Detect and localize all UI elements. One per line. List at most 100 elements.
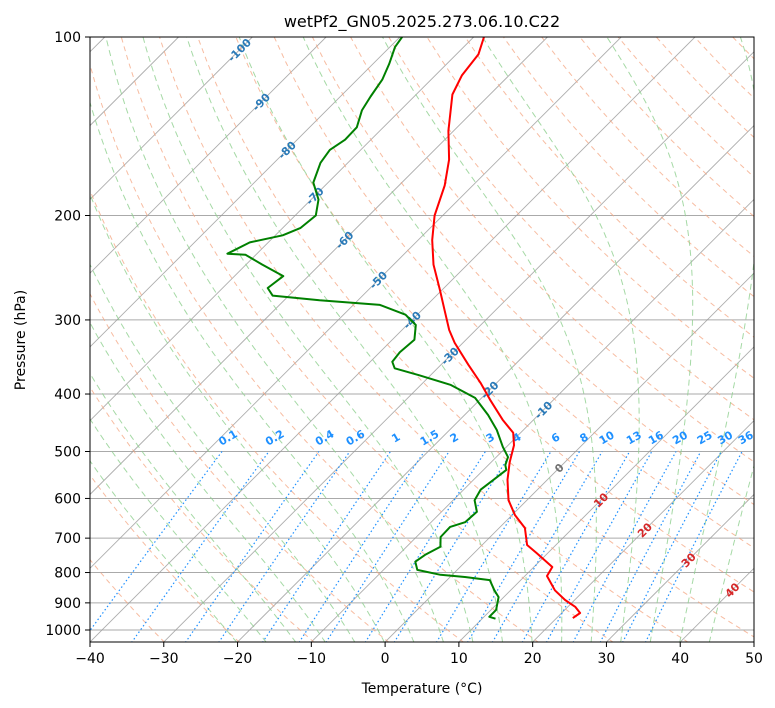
dry-adiabat-line bbox=[90, 189, 465, 642]
moist-adiabat-line bbox=[105, 37, 444, 642]
isotherm-line bbox=[384, 272, 754, 642]
moist-adiabat-line bbox=[90, 418, 267, 642]
isotherm-label: -10 bbox=[532, 398, 555, 421]
mixing-ratio-line bbox=[218, 451, 351, 642]
dry-adiabat-line bbox=[90, 292, 390, 642]
isotherm-line bbox=[163, 51, 754, 642]
x-tick-label: 30 bbox=[598, 651, 616, 667]
moist-adiabat-line bbox=[302, 37, 563, 642]
isotherm-label: -60 bbox=[333, 228, 356, 251]
dry-adiabat-line bbox=[235, 37, 754, 593]
isotherm-line bbox=[532, 420, 754, 642]
y-axis-label: Pressure (hPa) bbox=[13, 290, 29, 390]
mixing-ratio-line bbox=[599, 451, 702, 642]
y-tick-label: 1000 bbox=[45, 623, 81, 639]
mixing-ratio-label: 10 bbox=[597, 428, 617, 447]
isotherm-line bbox=[90, 37, 622, 569]
dry-adiabat-line bbox=[311, 37, 754, 506]
y-axis: 100 200 300 400 500 600 700 800 900 1000 bbox=[45, 30, 90, 639]
dry-adiabat-line bbox=[273, 37, 754, 549]
mixing-ratio-line bbox=[131, 451, 270, 642]
x-tick-label: −20 bbox=[223, 651, 253, 667]
x-axis: −40 −30 −20 −10 0 10 20 30 40 50 bbox=[75, 642, 763, 667]
x-tick-label: −10 bbox=[297, 651, 327, 667]
isotherm-line bbox=[90, 37, 548, 496]
moist-adiabat-line bbox=[482, 37, 640, 642]
mixing-ratio-label: 16 bbox=[646, 428, 666, 447]
isotherm-label: -40 bbox=[401, 308, 424, 331]
mixing-ratio-label: 25 bbox=[695, 428, 715, 447]
moist-adiabat-line bbox=[90, 263, 356, 642]
dry-adiabat-line bbox=[694, 37, 754, 99]
mixing-ratio-label: 13 bbox=[624, 428, 644, 447]
isotherm-label: -90 bbox=[250, 90, 273, 113]
dry-adiabat-line bbox=[426, 37, 754, 379]
mixing-ratio-line bbox=[364, 451, 486, 642]
isotherm-line bbox=[458, 346, 754, 642]
traces bbox=[226, 37, 582, 620]
moist-adiabat-line bbox=[679, 37, 754, 642]
dry-adiabat-line bbox=[197, 37, 754, 638]
x-tick-label: 40 bbox=[671, 651, 689, 667]
mixing-ratio-line bbox=[393, 451, 513, 642]
moist-adiabat-line bbox=[90, 100, 415, 642]
y-tick-label: 500 bbox=[54, 444, 81, 460]
mixing-ratio-label: 36 bbox=[736, 428, 756, 447]
moist-adiabat-line bbox=[708, 463, 754, 642]
isotherm-line bbox=[679, 567, 754, 642]
y-tick-label: 800 bbox=[54, 566, 81, 582]
isotherm-line bbox=[90, 37, 253, 200]
mixing-ratio-label: 6 bbox=[549, 430, 562, 445]
dry-adiabat-line bbox=[771, 37, 775, 643]
mixing-ratio-label: 1 bbox=[389, 430, 402, 445]
isotherm-line bbox=[753, 641, 754, 642]
x-tick-label: −30 bbox=[149, 651, 179, 667]
isotherm-label: 40 bbox=[723, 580, 743, 600]
x-axis-label: Temperature (°C) bbox=[361, 681, 483, 697]
dry-adiabat-line bbox=[388, 37, 754, 421]
dry-adiabat-line bbox=[90, 474, 240, 642]
moist-adiabat-line bbox=[238, 37, 533, 642]
dry-adiabat-line bbox=[464, 37, 754, 338]
isotherm-line bbox=[90, 37, 696, 642]
background-lines bbox=[90, 37, 775, 643]
dry-adiabat-line bbox=[120, 37, 614, 642]
moist-adiabat-line bbox=[90, 321, 326, 642]
dry-adiabat-line bbox=[159, 37, 689, 642]
mixing-ratio-line bbox=[546, 451, 653, 642]
isotherm-line bbox=[90, 37, 401, 348]
mixing-ratio-label: 30 bbox=[715, 428, 735, 447]
mixing-ratio-line bbox=[467, 451, 581, 642]
mixing-ratio-line bbox=[262, 451, 391, 642]
mixing-ratio-label: 0.1 bbox=[216, 427, 239, 448]
mixing-ratio-label: 20 bbox=[670, 428, 690, 447]
y-tick-label: 700 bbox=[54, 531, 81, 547]
dry-adiabat-line bbox=[90, 558, 165, 642]
isotherm-label: -80 bbox=[276, 138, 299, 161]
mixing-ratio-line bbox=[298, 451, 425, 642]
isotherm-line bbox=[236, 124, 754, 642]
isotherm-label: 20 bbox=[635, 520, 655, 540]
mixing-ratio-label: 0.6 bbox=[344, 427, 368, 448]
x-tick-label: 0 bbox=[381, 651, 390, 667]
isotherm-line bbox=[90, 37, 474, 422]
moist-adiabat-line bbox=[382, 37, 597, 642]
mixing-ratio-label: 3 bbox=[484, 430, 497, 445]
mixing-ratio-line bbox=[572, 451, 677, 642]
moist-adiabat-line bbox=[606, 37, 694, 642]
moist-adiabat-line bbox=[90, 460, 238, 642]
mixing-ratio-line bbox=[185, 451, 320, 642]
line-labels: 0.1 0.2 0.4 0.6 1 1.5 2 3 4 6 8 10 13 16 20 25 30 36-100-… bbox=[216, 37, 756, 600]
y-tick-label: 600 bbox=[54, 491, 81, 507]
moist-adiabat-line bbox=[90, 192, 385, 642]
moist-adiabat-line bbox=[186, 37, 504, 642]
mixing-ratio-line bbox=[645, 451, 743, 642]
dewpoint-trace bbox=[226, 37, 509, 620]
chart-title: wetPf2_GN05.2025.273.06.10.C22 bbox=[284, 12, 560, 32]
isotherm-label: 30 bbox=[679, 550, 699, 570]
dry-adiabat-line bbox=[90, 62, 539, 642]
temperature-trace bbox=[431, 37, 582, 619]
mixing-ratio-label: 1.5 bbox=[418, 427, 441, 448]
mixing-ratio-label: 0.2 bbox=[263, 427, 286, 448]
